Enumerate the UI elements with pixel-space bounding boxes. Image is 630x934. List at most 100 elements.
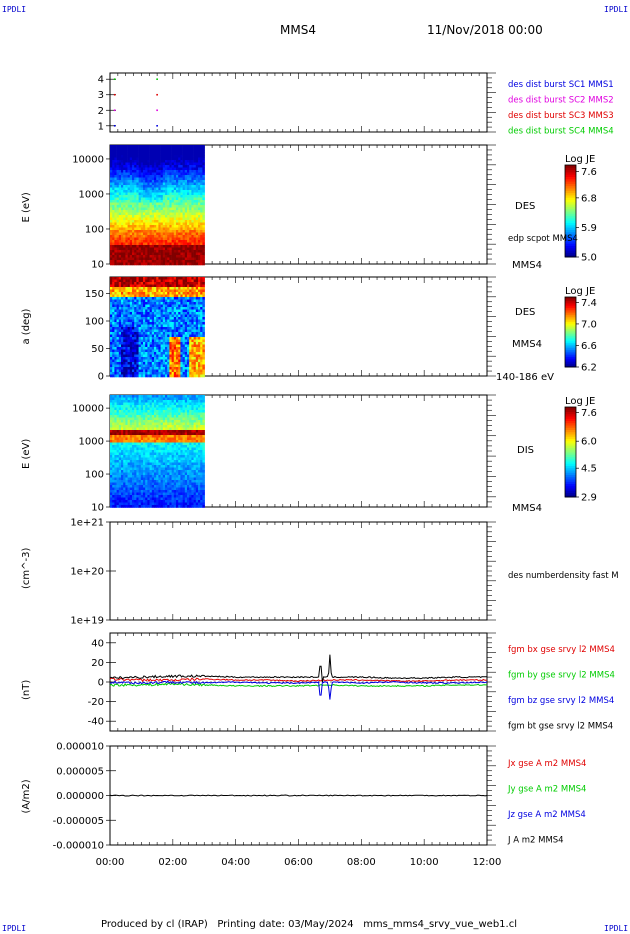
panel-1-heat-cell	[129, 207, 133, 211]
panel-2-heat-cell	[127, 342, 131, 345]
panel-1-heat-cell	[132, 187, 135, 191]
panel-1-heat-cell	[132, 262, 135, 266]
panel-1-heat-cell	[202, 200, 205, 203]
panel-3-heat-cell	[114, 420, 117, 423]
panel-1-heat-cell	[182, 152, 186, 156]
panel-2-heat-cell	[169, 367, 172, 370]
panel-2-heat-cell	[114, 329, 117, 333]
panel-1-heat-cell	[200, 207, 203, 211]
panel-2-heat-cell	[140, 302, 144, 305]
panel-3-heat-cell	[156, 412, 159, 416]
panel-1-heat-cell	[167, 250, 170, 253]
panel-1-heat-cell	[123, 202, 126, 206]
panel-1-heat-cell	[187, 217, 190, 221]
panel-2-heat-cell	[160, 309, 164, 313]
panel-1-heat-cell	[195, 242, 199, 246]
panel-2-heat-cell	[180, 284, 183, 288]
panel-1-heat-cell	[173, 220, 177, 223]
panel-1-heat-cell	[138, 225, 142, 228]
panel-1-heat-cell	[198, 215, 201, 218]
panel-2-heat-cell	[182, 322, 186, 325]
panel-2-heat-cell	[138, 327, 142, 330]
panel-2-heat-cell	[187, 289, 190, 293]
panel-2-heat-cell	[145, 294, 148, 298]
panel-1-heat-cell	[156, 172, 159, 176]
panel-2-heat-cell	[167, 332, 170, 335]
panel-1-heat-cell	[151, 145, 155, 148]
panel-1-heat-cell	[151, 202, 155, 206]
panel-2-heat-cell	[176, 342, 179, 345]
panel-1-heat-cell	[132, 245, 135, 248]
panel-1-heat-cell	[116, 235, 120, 238]
panel-3-heat-cell	[123, 395, 126, 398]
panel-1-heat-cell	[138, 182, 142, 186]
panel-1-heat-cell	[134, 185, 137, 188]
panel-2-heat-cell	[127, 364, 131, 368]
panel-3-heat-cell	[149, 402, 153, 406]
panel-2-heat-cell	[171, 347, 175, 350]
panel-1-heat-cell	[198, 157, 201, 161]
panel-2-heat-cell	[200, 359, 203, 363]
panel-1-heat-cell	[143, 245, 146, 248]
panel-2-heat-cell	[162, 337, 166, 340]
panel-1-heat-cell	[165, 215, 168, 218]
panel-2-heat-cell	[178, 327, 181, 330]
panel-3-heat-cell	[138, 415, 142, 418]
panel-2-heat-cell	[145, 319, 148, 323]
panel-1-heat-cell	[200, 192, 203, 196]
panel-1-heat-cell	[182, 262, 186, 266]
panel-1-heat-cell	[160, 217, 164, 221]
panel-1-heat-cell	[132, 175, 135, 178]
panel-3-heat-cell	[171, 412, 175, 416]
panel-1-heat-cell	[114, 170, 117, 173]
panel-2-heat-cell	[160, 312, 164, 315]
panel-1-heat-cell	[121, 235, 124, 238]
panel-2-heat-cell	[178, 344, 181, 348]
panel-1-heat-cell	[182, 260, 186, 263]
panel-1-heat-cell	[189, 242, 192, 246]
panel-2-heat-cell	[154, 284, 157, 288]
panel-1-heat-cell	[198, 145, 201, 148]
panel-1-heat-cell	[151, 167, 155, 171]
panel-2-heat-cell	[193, 337, 197, 340]
panel-1-heat-cell	[198, 237, 201, 241]
legend-entry-1: des dist burst SC1 MMS1	[508, 80, 614, 90]
panel-3-heat-cell	[158, 417, 161, 421]
panel-2-heat-cell	[123, 314, 126, 318]
panel-2-heat-cell	[129, 314, 133, 318]
panel-1-heat-cell	[110, 170, 113, 173]
panel-1-heat-cell	[189, 210, 192, 213]
panel-1-heat-cell	[125, 180, 128, 183]
panel-1-heat-cell	[187, 225, 190, 228]
panel-2-heat-cell	[158, 284, 161, 288]
panel-2-heat-cell	[195, 297, 199, 300]
panel-2-heat-cell	[195, 279, 199, 283]
panel-3-heat-cell	[200, 412, 203, 416]
panel-1-heat-cell	[189, 247, 192, 251]
panel-3-heat-cell	[129, 402, 133, 406]
panel-1-heat-cell	[151, 210, 155, 213]
panel-1-heat-cell	[112, 242, 115, 246]
panel-2-heat-cell	[136, 352, 139, 355]
panel-3-heat-cell	[169, 412, 172, 416]
panel-2-heat-cell	[180, 299, 183, 303]
panel-3-heat-cell	[178, 422, 181, 426]
panel-1-heat-cell	[140, 262, 144, 266]
panel-2-heat-cell	[198, 299, 201, 303]
panel-3-heat-cell	[198, 402, 201, 406]
panel-2-heat-cell	[158, 329, 161, 333]
panel-2-heat-cell	[149, 292, 153, 295]
panel-1-heat-cell	[147, 237, 150, 241]
panel-1-heat-cell	[118, 227, 122, 231]
panel-1-heat-cell	[147, 152, 150, 156]
panel-1-heat-cell	[162, 225, 166, 228]
panel-2-heat-cell	[143, 329, 146, 333]
panel-3-heat-cell	[125, 405, 128, 408]
panel-1-heat-cell	[162, 207, 166, 211]
panel-3-heat-cell	[167, 400, 170, 403]
panel-2-heat-cell	[171, 314, 175, 318]
panel-1-heat-cell	[145, 190, 148, 193]
panel-1-heat-cell	[187, 220, 190, 223]
panel-1-heat-cell	[114, 165, 117, 168]
panel-1-heat-cell	[118, 177, 122, 181]
